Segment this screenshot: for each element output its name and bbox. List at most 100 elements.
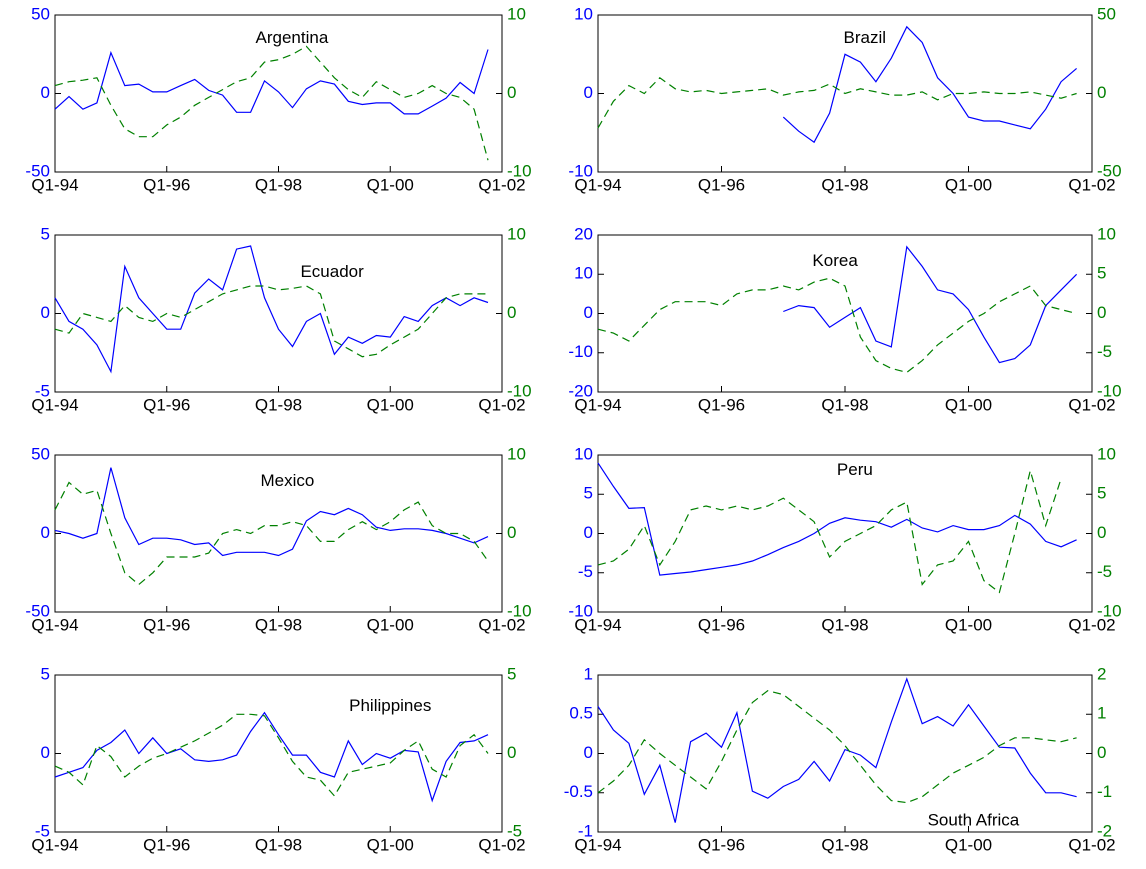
panel-title: Ecuador [300, 262, 364, 281]
x-tick-label: Q1-96 [698, 835, 745, 854]
x-tick-label: Q1-94 [574, 395, 621, 414]
y2-tick-label: 10 [1097, 224, 1116, 243]
x-tick-label: Q1-94 [31, 175, 78, 194]
x-tick-label: Q1-98 [255, 395, 302, 414]
y-tick-label: 0 [584, 303, 593, 322]
y-tick-label: 0 [41, 303, 50, 322]
y-tick-label: -10 [568, 601, 593, 620]
y-tick-label: -10 [568, 161, 593, 180]
y2-tick-label: -5 [1097, 562, 1112, 581]
data-line [54, 711, 489, 803]
x-tick-label: Q1-02 [478, 175, 525, 194]
data-line [597, 277, 1077, 374]
plot-frame [54, 674, 503, 833]
y2-tick-label: 0 [1097, 523, 1106, 542]
x-tick-label: Q1-02 [1068, 395, 1115, 414]
x-tick-label: Q1-00 [367, 615, 414, 634]
y2-tick-label: 0 [1097, 743, 1106, 762]
y2-tick-label: 5 [507, 664, 516, 683]
data-line [597, 468, 1062, 594]
x-tick-label: Q1-94 [574, 615, 621, 634]
y-tick-label: -50 [25, 161, 50, 180]
x-tick-label: Q1-96 [698, 615, 745, 634]
panel-title: Korea [812, 251, 858, 270]
y2-tick-label: 2 [1097, 664, 1106, 683]
panel-title: Peru [837, 460, 873, 479]
data-line [54, 481, 489, 586]
y2-tick-label: -5 [507, 821, 522, 840]
data-line [54, 285, 488, 358]
y-tick-label: 0 [41, 83, 50, 102]
plot-frame [54, 234, 503, 393]
y2-tick-label: 10 [507, 224, 526, 243]
y2-tick-label: 0 [1097, 303, 1106, 322]
x-tick-label: Q1-98 [821, 615, 868, 634]
data-line [54, 45, 489, 161]
y2-tick-label: 0 [507, 303, 516, 322]
data-line [597, 462, 1077, 576]
x-tick-label: Q1-00 [367, 835, 414, 854]
x-tick-label: Q1-00 [945, 175, 992, 194]
x-tick-label: Q1-94 [574, 835, 621, 854]
panel-title: Brazil [844, 28, 887, 47]
y-tick-label: 1 [584, 664, 593, 683]
panel-title: Argentina [256, 28, 329, 47]
x-tick-label: Q1-98 [255, 615, 302, 634]
data-line [597, 677, 1077, 823]
y-tick-label: 0 [584, 83, 593, 102]
y2-tick-label: -50 [1097, 161, 1122, 180]
x-tick-label: Q1-96 [143, 615, 190, 634]
x-tick-label: Q1-00 [945, 835, 992, 854]
y-tick-label: 5 [584, 484, 593, 503]
y2-tick-label: -10 [1097, 601, 1122, 620]
x-tick-label: Q1-98 [255, 835, 302, 854]
panel-title: Mexico [261, 471, 315, 490]
y-tick-label: -20 [568, 381, 593, 400]
y2-tick-label: -1 [1097, 782, 1112, 801]
x-tick-label: Q1-02 [1068, 175, 1115, 194]
y2-tick-label: -10 [507, 601, 532, 620]
x-tick-label: Q1-96 [143, 835, 190, 854]
y2-tick-label: 0 [507, 83, 516, 102]
data-line [54, 467, 489, 557]
y2-tick-label: 5 [1097, 264, 1106, 283]
y-tick-label: 0 [584, 743, 593, 762]
y2-tick-label: 10 [507, 444, 526, 463]
x-tick-label: Q1-00 [945, 615, 992, 634]
x-tick-label: Q1-02 [1068, 615, 1115, 634]
x-tick-label: Q1-00 [367, 175, 414, 194]
x-tick-label: Q1-02 [1068, 835, 1115, 854]
y-tick-label: 10 [574, 444, 593, 463]
y-tick-label: 20 [574, 224, 593, 243]
y-tick-label: 10 [574, 4, 593, 23]
y-tick-label: 0.5 [569, 704, 593, 723]
y2-tick-label: 0 [1097, 83, 1106, 102]
x-tick-label: Q1-94 [574, 175, 621, 194]
y-tick-label: 5 [41, 664, 50, 683]
data-line [54, 713, 489, 797]
y-tick-label: -50 [25, 601, 50, 620]
y-tick-label: 0 [584, 523, 593, 542]
y-tick-label: -5 [578, 562, 593, 581]
x-tick-label: Q1-98 [821, 395, 868, 414]
y-tick-label: 10 [574, 264, 593, 283]
y-tick-label: 0 [41, 743, 50, 762]
y-tick-label: -5 [35, 381, 50, 400]
x-tick-label: Q1-96 [143, 395, 190, 414]
panel-title: South Africa [928, 810, 1020, 829]
y2-tick-label: 10 [507, 4, 526, 23]
x-tick-label: Q1-02 [478, 835, 525, 854]
y-tick-label: 50 [31, 4, 50, 23]
data-line [597, 77, 1077, 129]
y2-tick-label: 5 [1097, 484, 1106, 503]
y2-tick-label: 1 [1097, 704, 1106, 723]
y2-tick-label: -10 [507, 381, 532, 400]
x-tick-label: Q1-02 [478, 395, 525, 414]
y2-tick-label: -5 [1097, 342, 1112, 361]
y2-tick-label: 0 [507, 743, 516, 762]
data-line [54, 49, 489, 115]
y2-tick-label: -2 [1097, 821, 1112, 840]
x-tick-label: Q1-02 [478, 615, 525, 634]
x-tick-label: Q1-96 [698, 175, 745, 194]
x-tick-label: Q1-94 [31, 615, 78, 634]
